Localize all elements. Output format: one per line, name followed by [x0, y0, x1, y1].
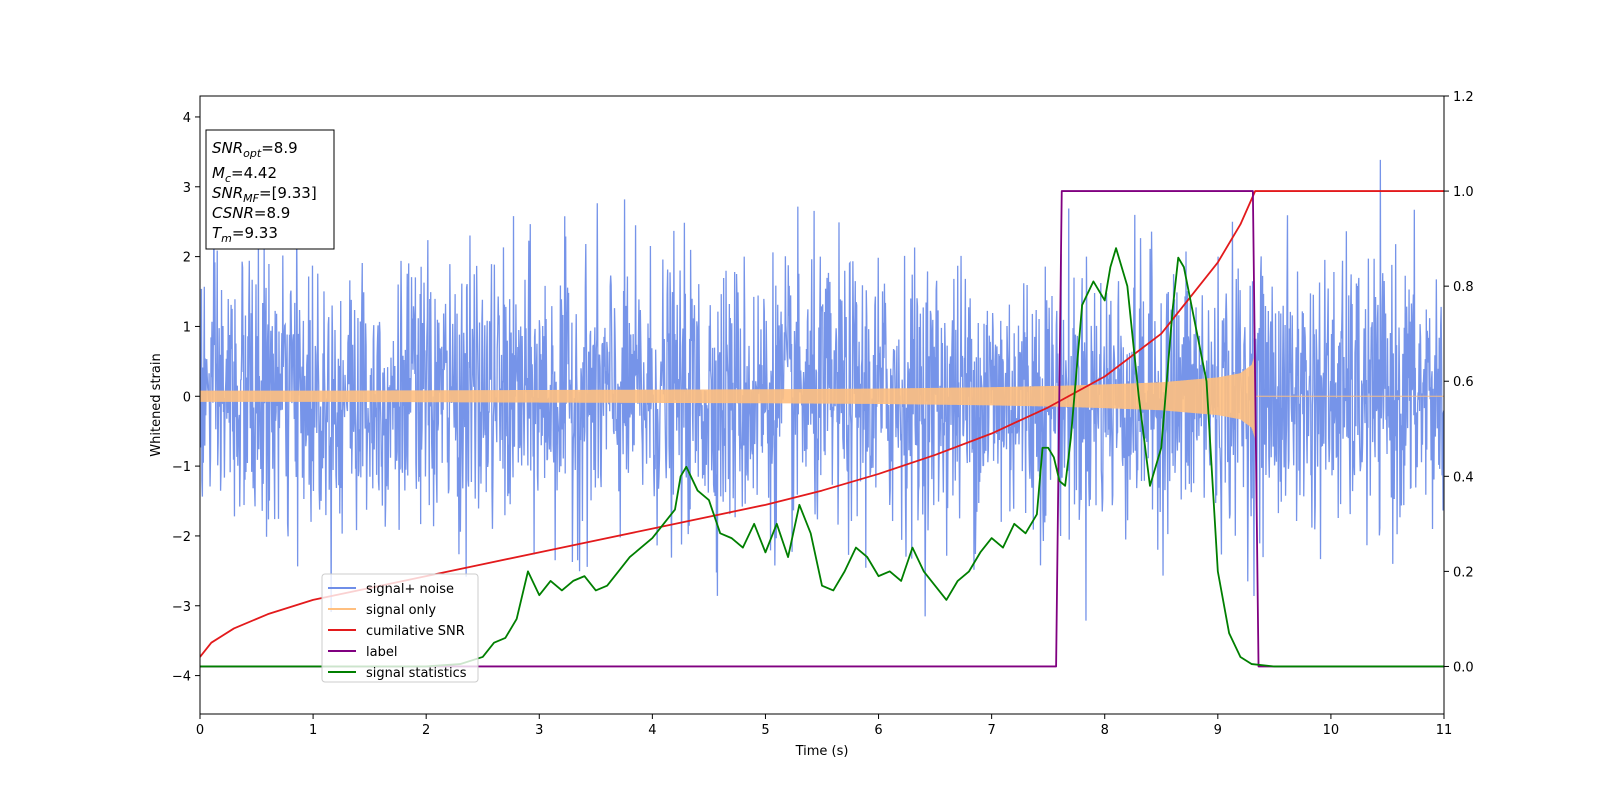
series-signal-statistics: [200, 247, 1444, 668]
info-line: Tm=9.33: [212, 224, 278, 245]
y-axis-label: Whitened strain: [149, 353, 164, 456]
y-tick-label-left: 0: [183, 390, 191, 405]
y-tick-label-left: −2: [172, 530, 191, 545]
info-symbol: M: [212, 164, 225, 182]
y-tick-label-right: 0.6: [1453, 375, 1474, 390]
info-value: =8.9: [261, 139, 297, 157]
x-tick-label: 5: [761, 723, 769, 738]
y-tick-label-right: 0.2: [1453, 565, 1474, 580]
legend-label: cumilative SNR: [366, 624, 465, 639]
info-box-frame: [205, 129, 335, 250]
x-tick-label: 3: [535, 723, 543, 738]
y-tick-label-right: 0.0: [1453, 660, 1474, 675]
info-box: SNRopt=8.9Mc=4.42SNRMF=[9.33]CSNR=8.9Tm=…: [205, 129, 335, 250]
info-line: SNRMF=[9.33]: [212, 184, 317, 205]
y-tick-label-left: −1: [172, 460, 191, 475]
legend-label: signal statistics: [366, 666, 467, 681]
y-tick-label-left: 1: [183, 320, 191, 335]
info-symbol: T: [212, 224, 223, 242]
y-tick-label-left: −4: [172, 670, 191, 685]
info-value: =8.9: [254, 204, 290, 222]
x-tick-label: 7: [987, 723, 995, 738]
info-subscript: MF: [243, 192, 259, 205]
x-tick-label: 11: [1436, 723, 1453, 738]
info-value: =9.33: [232, 224, 278, 242]
info-line: Mc=4.42: [212, 164, 277, 185]
y-tick-label-right: 0.8: [1453, 280, 1474, 295]
x-tick-label: 10: [1323, 723, 1340, 738]
info-subscript: m: [221, 232, 232, 245]
plot-frame: [199, 95, 1445, 715]
legend: signal+ noise signal only cumilative SNR la…: [321, 573, 479, 683]
x-tick-label: 1: [309, 723, 317, 738]
info-line: SNRopt=8.9: [212, 139, 298, 160]
series-signal-noise: [200, 159, 1444, 621]
x-tick-label: 6: [874, 723, 882, 738]
series-cumilative-snr: [200, 190, 1444, 658]
x-tick-label: 9: [1214, 723, 1222, 738]
info-line: CSNR=8.9: [212, 204, 290, 222]
y-tick-label-left: 4: [183, 111, 191, 126]
y-axis-right: 0.0 0.2 0.4 0.6 0.8 1.0 1.2: [1444, 90, 1474, 675]
info-value: =[9.33]: [259, 184, 317, 202]
x-tick-label: 4: [648, 723, 656, 738]
y-tick-label-right: 1.0: [1453, 185, 1474, 200]
y-tick-label-right: 0.4: [1453, 470, 1474, 485]
x-tick-label: 0: [196, 723, 204, 738]
x-axis: 0 1 2 3 4 5 6 7 8 9 10 11: [196, 714, 1452, 738]
y-tick-label-left: 2: [183, 251, 191, 266]
y-tick-label-right: 1.2: [1453, 90, 1474, 105]
y-tick-label-left: −3: [172, 600, 191, 615]
legend-label: signal only: [366, 603, 436, 618]
plot-area: [199, 95, 1445, 715]
y-axis-left: −4 −3 −2 −1 0 1 2 3 4: [172, 111, 200, 685]
x-tick-label: 8: [1101, 723, 1109, 738]
legend-label: label: [366, 645, 397, 660]
y-tick-label-left: 3: [183, 181, 191, 196]
series-signal-only: [200, 355, 1444, 439]
info-value: =4.42: [231, 164, 277, 182]
series-layer: [200, 159, 1444, 668]
legend-frame: [321, 573, 479, 683]
info-subscript: opt: [243, 147, 262, 160]
info-symbol: SNR: [212, 184, 243, 202]
info-symbol: SNR: [212, 139, 243, 157]
legend-label: signal+ noise: [366, 582, 454, 597]
x-axis-label: Time (s): [795, 744, 849, 759]
info-symbol: CSNR: [212, 204, 254, 222]
info-subscript: c: [225, 172, 231, 185]
x-tick-label: 2: [422, 723, 430, 738]
